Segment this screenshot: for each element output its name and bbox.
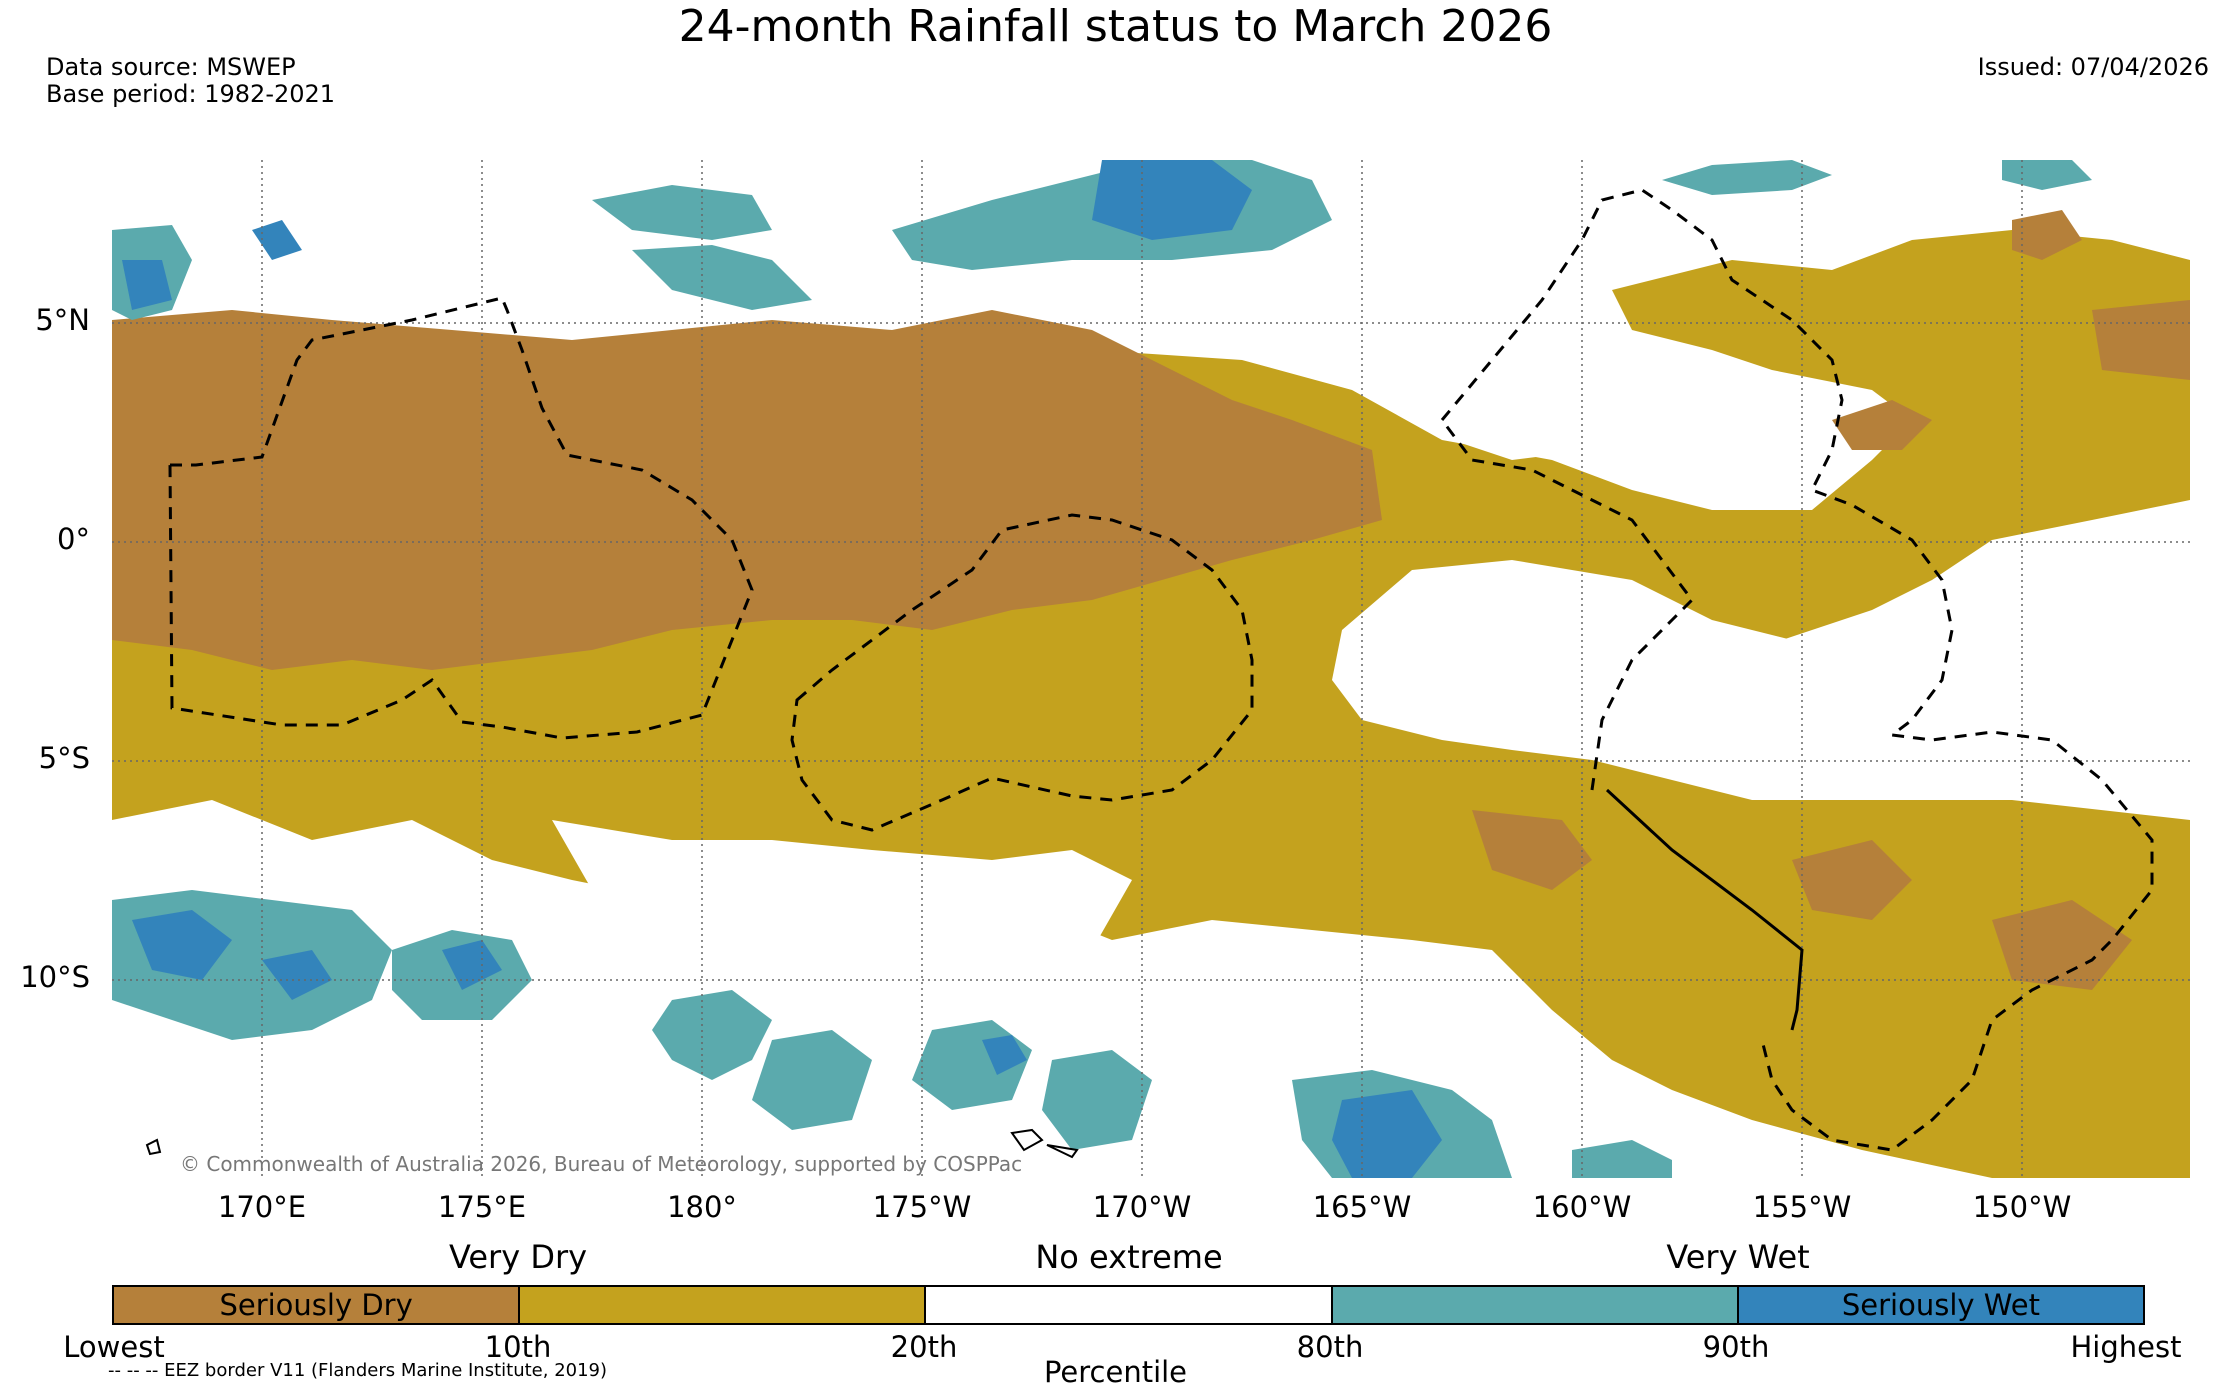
legend-box-very-wet	[1332, 1287, 1739, 1323]
lon-label-175w: 175°W	[872, 1190, 972, 1224]
lon-label-180: 180°	[667, 1190, 737, 1224]
legend-box-seriously-wet: Seriously Wet	[1738, 1287, 2144, 1323]
data-source-text: Data source: MSWEP	[46, 53, 296, 81]
lon-label-170w: 170°W	[1092, 1190, 1192, 1224]
lon-label-155w: 155°W	[1752, 1190, 1852, 1224]
base-period-text: Base period: 1982-2021	[46, 80, 336, 108]
legend-group-no-extreme: No extreme	[1035, 1238, 1223, 1276]
lon-label-175e: 175°E	[437, 1190, 527, 1224]
eez-borders	[168, 188, 2154, 1152]
legend-group-very-dry: Very Dry	[448, 1238, 588, 1276]
seriously-wet-region	[1092, 160, 1252, 240]
lat-label-5s: 5°S	[38, 741, 90, 775]
lat-label-0: 0°	[57, 522, 90, 556]
legend-group-very-wet: Very Wet	[1666, 1238, 1810, 1276]
meta-info: Data source: MSWEP Base period: 1982-202…	[46, 54, 335, 108]
legend-tick-highest: Highest	[2070, 1330, 2182, 1364]
seriously-dry-region	[112, 310, 1382, 670]
legend-tick-80th: 80th	[1296, 1330, 1364, 1364]
lon-label-165w: 165°W	[1312, 1190, 1412, 1224]
legend-tick-90th: 90th	[1702, 1330, 1770, 1364]
eez-note: -- -- -- EEZ border V11 (Flanders Marine…	[108, 1360, 608, 1381]
legend-tick-20th: 20th	[890, 1330, 958, 1364]
legend-colorbar: Seriously Dry Seriously Wet	[112, 1285, 2145, 1325]
issued-date: Issued: 07/04/2026	[1977, 53, 2209, 81]
legend-tick-10th: 10th	[484, 1330, 552, 1364]
legend-box-seriously-dry: Seriously Dry	[114, 1287, 521, 1323]
lat-label-5n: 5°N	[35, 303, 90, 337]
copyright-text: © Commonwealth of Australia 2026, Bureau…	[180, 1152, 1022, 1176]
lat-label-10s: 10°S	[20, 960, 90, 994]
page-title: 24-month Rainfall status to March 2026	[678, 1, 1553, 52]
lon-label-160w: 160°W	[1532, 1190, 1632, 1224]
legend-tick-lowest: Lowest	[63, 1330, 165, 1364]
legend-box-very-dry	[520, 1287, 927, 1323]
lon-label-170e: 170°E	[217, 1190, 307, 1224]
lon-label-150w: 150°W	[1972, 1190, 2072, 1224]
legend-box-no-extreme	[926, 1287, 1333, 1323]
rainfall-map: © Commonwealth of Australia 2026, Bureau…	[112, 160, 2190, 1178]
